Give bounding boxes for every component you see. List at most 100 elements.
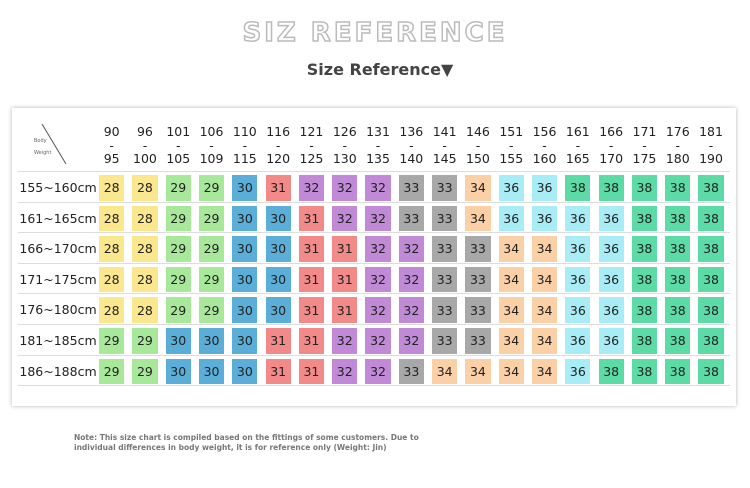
column-to: 175: [632, 151, 657, 166]
size-cell: 32: [398, 328, 424, 354]
size-cell: 38: [698, 236, 724, 262]
size-cell: 32: [365, 297, 391, 323]
column-from: 131: [366, 124, 390, 139]
size-cell: 29: [165, 175, 191, 201]
size-cell: 38: [665, 358, 691, 385]
size-cell: 31: [298, 266, 325, 293]
size-cell: 30: [232, 175, 258, 201]
size-cell: 31: [332, 297, 358, 323]
size-cell: 36: [565, 297, 591, 323]
row-label: 176~180cm: [19, 302, 97, 318]
size-cell: 38: [631, 236, 658, 262]
size-cell: 38: [631, 266, 658, 293]
note: individual differences in body weight, i…: [74, 443, 387, 452]
column-separator: -: [442, 138, 447, 153]
corner-label: Body: [34, 138, 47, 144]
size-cell: 31: [298, 205, 325, 232]
column-separator: -: [342, 138, 347, 153]
column-separator: -: [608, 138, 614, 153]
size-cell: 36: [565, 358, 591, 385]
column-to: 170: [599, 151, 624, 166]
column-separator: -: [175, 138, 181, 153]
size-cell: 30: [198, 358, 225, 385]
column-from: 121: [299, 124, 324, 139]
size-cell: 29: [132, 328, 158, 354]
column-to: 165: [565, 151, 590, 166]
size-cell: 31: [265, 358, 291, 385]
size-cell: 34: [531, 358, 558, 385]
size-cell: 32: [332, 328, 358, 354]
size-cell: 28: [132, 236, 158, 262]
corner-label: Weight: [34, 150, 52, 156]
size-cell: 33: [432, 297, 458, 323]
column-from: 116: [266, 124, 291, 139]
column-separator: -: [275, 138, 281, 153]
column-from: 110: [232, 124, 257, 139]
size-cell: 36: [598, 297, 624, 323]
size-cell: 31: [265, 328, 291, 354]
size-cell: 36: [565, 266, 591, 293]
size-cell: 29: [165, 266, 191, 293]
size-cell: 38: [665, 236, 691, 262]
column-from: 96: [136, 124, 153, 139]
size-cell: 29: [198, 297, 225, 323]
size-cell: 33: [398, 205, 424, 232]
column-separator: -: [708, 138, 714, 153]
column-to: 109: [199, 151, 224, 166]
column-separator: -: [542, 138, 547, 153]
size-cell: 33: [398, 358, 424, 385]
row-label: 181~185cm: [19, 333, 97, 348]
size-cell: 32: [332, 205, 358, 232]
row-label: 166~170cm: [19, 241, 97, 257]
size-cell: 28: [132, 266, 158, 293]
size-cell: 28: [99, 266, 125, 293]
grid-line: [18, 354, 730, 356]
column-separator: -: [209, 138, 214, 153]
size-cell: 29: [198, 266, 225, 293]
size-cell: 31: [332, 236, 358, 262]
size-cell: 32: [332, 175, 358, 201]
size-cell: 36: [598, 205, 624, 232]
corner-diagonal: [41, 123, 67, 165]
size-cell: 33: [465, 236, 491, 262]
grid-line: [18, 262, 730, 264]
column-from: 90: [103, 124, 120, 139]
column-from: 181: [699, 124, 723, 139]
size-cell: 34: [531, 297, 558, 323]
size-cell: 38: [665, 175, 691, 201]
size-cell: 30: [198, 328, 225, 354]
size-cell: 30: [265, 266, 291, 293]
size-cell: 33: [398, 175, 424, 201]
size-cell: 30: [232, 328, 258, 354]
size-cell: 33: [432, 175, 458, 201]
size-cell: 34: [531, 266, 558, 293]
size-cell: 36: [531, 175, 558, 201]
size-cell: 38: [665, 266, 691, 293]
size-cell: 32: [365, 358, 391, 385]
size-cell: 36: [565, 205, 591, 232]
size-cell: 31: [298, 358, 325, 385]
size-cell: 38: [698, 358, 724, 385]
column-to: 160: [532, 151, 557, 166]
size-cell: 31: [298, 297, 325, 323]
size-cell: 38: [698, 328, 724, 354]
size-cell: 32: [298, 175, 325, 201]
size-cell: 38: [665, 297, 691, 323]
size-cell: 30: [265, 297, 291, 323]
size-cell: 30: [232, 358, 258, 385]
column-to: 100: [133, 151, 157, 166]
size-cell: 38: [565, 175, 591, 201]
size-cell: 31: [332, 266, 358, 293]
size-cell: 33: [432, 328, 458, 354]
column-to: 125: [299, 151, 324, 166]
size-cell: 32: [365, 205, 391, 232]
size-cell: 38: [631, 175, 658, 201]
column-to: 115: [232, 151, 257, 166]
size-cell: 33: [432, 236, 458, 262]
size-cell: 32: [365, 266, 391, 293]
column-to: 135: [366, 151, 390, 166]
size-cell: 31: [298, 236, 325, 262]
size-cell: 36: [531, 205, 558, 232]
size-cell: 36: [565, 328, 591, 354]
